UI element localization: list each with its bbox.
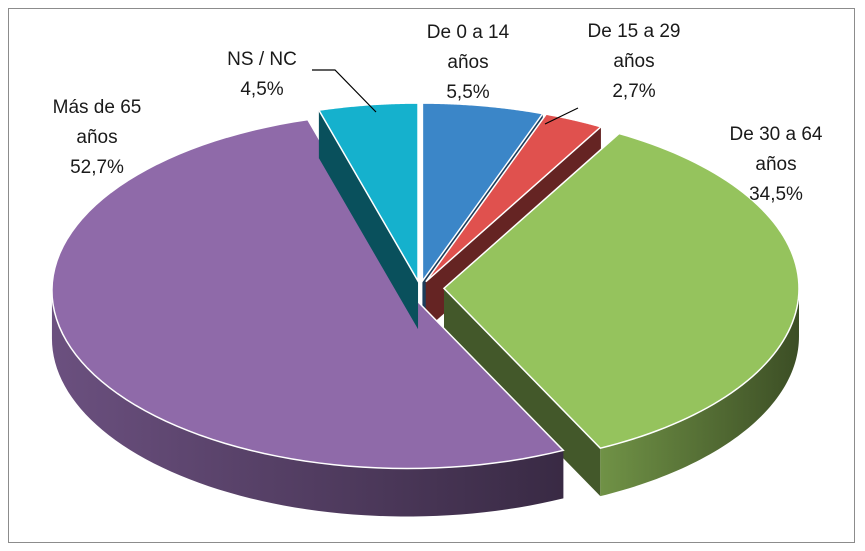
value-label: 52,7%	[70, 157, 124, 178]
pie-slice	[317, 102, 419, 330]
slice-top	[425, 113, 603, 283]
slice-wall	[600, 288, 799, 497]
slice-label: De 30 a 64 años 34,5%	[721, 120, 831, 210]
slice-edge	[443, 288, 601, 497]
value-label: 4,5%	[240, 79, 284, 100]
pie-slice	[442, 132, 800, 497]
category-label: NS / NC	[227, 49, 297, 70]
value-label: 34,5%	[749, 184, 803, 205]
slice-label: Más de 65 años 52,7%	[32, 93, 162, 183]
slice-top	[317, 102, 419, 284]
slice-top	[51, 118, 565, 470]
leader-line	[544, 107, 579, 125]
slice-label: NS / NC 4,5%	[222, 45, 302, 105]
slice-top	[442, 132, 800, 450]
value-label: 2,7%	[612, 81, 656, 102]
slice-label: De 15 a 29 años 2,7%	[572, 17, 697, 107]
value-label: 5,5%	[446, 82, 490, 103]
category-label: De 0 a 14 años	[426, 22, 510, 73]
slice-edge	[318, 110, 419, 330]
slice-label: De 0 a 14 años 5,5%	[418, 18, 518, 108]
category-label: De 15 a 29 años	[587, 21, 681, 72]
slice-top	[421, 102, 545, 284]
category-label: De 30 a 64 años	[729, 124, 823, 175]
category-label: Más de 65 años	[52, 97, 142, 148]
slice-wall	[51, 290, 564, 517]
pie-slice	[51, 118, 565, 517]
chart-border	[8, 8, 855, 543]
leader-line	[312, 69, 377, 113]
